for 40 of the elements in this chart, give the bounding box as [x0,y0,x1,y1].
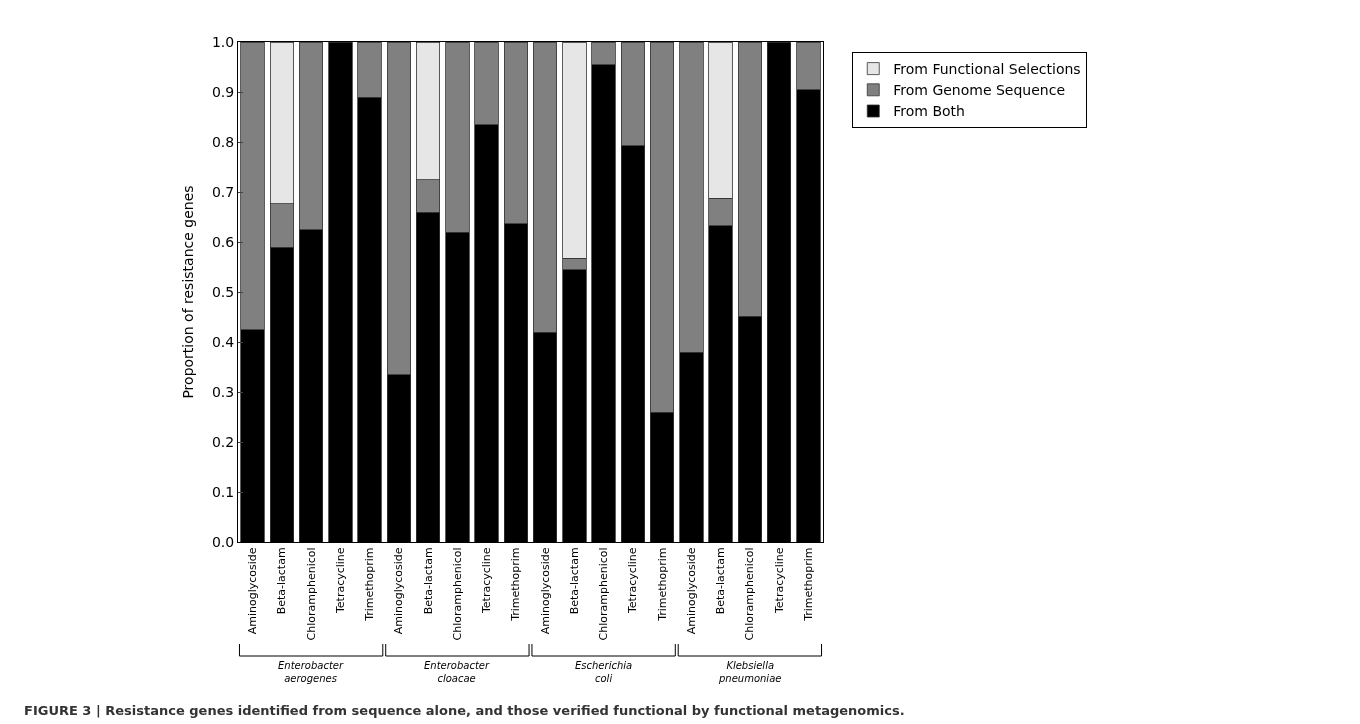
y-tick-label: 0.4 [211,333,235,350]
x-tick-label: Tetracycline [480,547,494,615]
y-tick-label: 0.8 [211,133,235,150]
y-tick-label: 0.0 [211,533,235,550]
caption: FIGURE 3 | Resistance genes identified from sequence alone, and those verified functional by functional metagenomics. [24,703,905,718]
x-tick-label: Trimethoprim [655,547,669,622]
x-tick-label: Chloramphenicol [743,547,757,641]
x-tick-label: Chloramphenicol [450,547,464,641]
text: Klebsiella pneumoniae [718,660,782,684]
y-tick-label: 0.5 [211,283,235,300]
x-tick-label: Chloramphenicol [597,547,611,641]
y-axis-title: Proportion of resistance genes [179,185,196,399]
y-tick-label: 0.6 [211,233,235,250]
y-tick-label: 1.0 [211,33,235,50]
x-tick-label: Aminoglycoside [684,547,698,635]
legend-label: From Both [893,103,965,120]
x-tick-label: Aminoglycoside [538,547,552,635]
y-tick-label: 0.3 [211,383,235,400]
x-tick-label: Tetracycline [772,547,786,615]
x-tick-label: Chloramphenicol [304,547,318,641]
x-tick-label: Aminoglycoside [392,547,406,635]
legend-label: From Genome Sequence [893,82,1066,99]
text: Enterobacter aerogenes [278,660,345,684]
x-tick-label: Trimethoprim [363,547,377,622]
y-tick-label: 0.1 [211,483,235,500]
text: Escherichia coli [575,660,633,684]
y-tick-label: 0.2 [211,433,235,450]
x-tick-label: Beta-lactam [421,547,435,615]
x-tick-label: Aminoglycoside [246,547,260,635]
x-tick-label: Beta-lactam [275,547,289,615]
x-tick-label: Tetracycline [333,547,347,615]
y-tick-label: 0.7 [211,183,235,200]
x-tick-label: Beta-lactam [567,547,581,615]
x-tick-label: Trimethoprim [509,547,523,622]
x-tick-label: Trimethoprim [801,547,815,622]
text: Enterobacter cloacae [424,660,491,684]
y-tick-label: 0.9 [211,83,235,100]
x-tick-label: Beta-lactam [714,547,728,615]
x-tick-label: Tetracycline [626,547,640,615]
legend-label: From Functional Selections [893,61,1081,78]
